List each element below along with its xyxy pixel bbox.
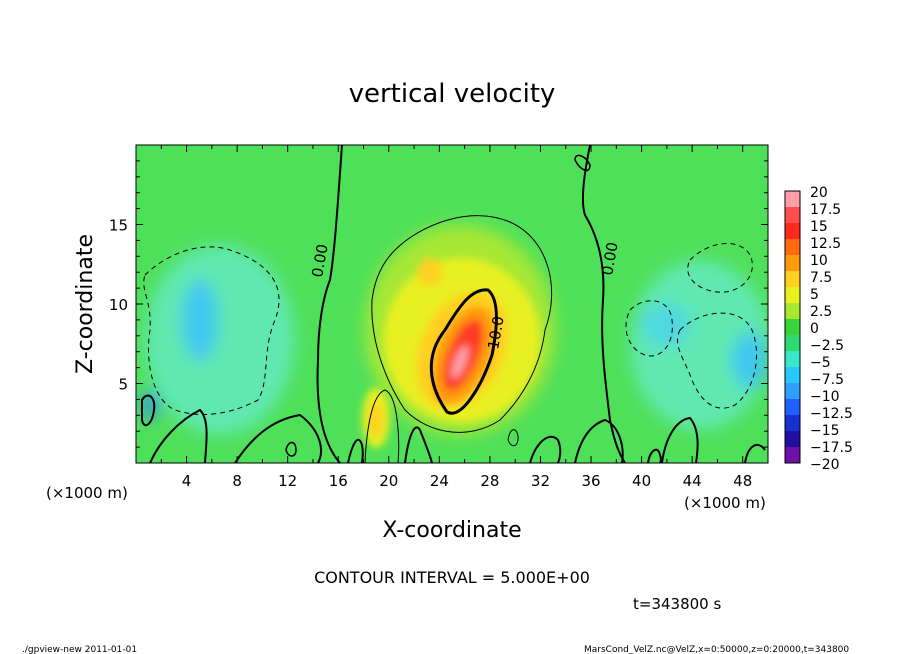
y-tick-label: 5 — [118, 376, 128, 394]
x-tick-label: 12 — [278, 472, 297, 490]
colorbar-swatch — [785, 255, 800, 272]
colorbar-swatch — [785, 191, 800, 208]
colorbar-level-label: −2.5 — [810, 338, 844, 354]
chart-title: vertical velocity — [349, 79, 556, 109]
colorbar-swatch — [785, 399, 800, 416]
colorbar-level-label: 17.5 — [810, 202, 841, 218]
heatmap-field — [136, 145, 768, 463]
x-tick-label: 16 — [329, 472, 348, 490]
footer-left: ./gpview-new 2011-01-01 — [22, 645, 137, 654]
colorbar-level-label: −20 — [810, 457, 840, 473]
x-tick-label: 8 — [232, 472, 242, 490]
colorbar-level-label: −15 — [810, 423, 840, 439]
y-tick-label: 10 — [109, 296, 128, 314]
contour-interval-text: CONTOUR INTERVAL = 5.000E+00 — [314, 568, 590, 587]
x-tick-label: 32 — [531, 472, 550, 490]
colorbar-swatch — [785, 223, 800, 240]
colorbar-level-label: −12.5 — [810, 406, 853, 422]
x-axis-label: X-coordinate — [382, 518, 521, 543]
colorbar-swatch — [785, 351, 800, 368]
colorbar-level-label: 10 — [810, 253, 828, 269]
x-tick-label: 28 — [480, 472, 499, 490]
colorbar-swatch — [785, 271, 800, 288]
colorbar-swatch — [785, 239, 800, 256]
colorbar-level-label: 12.5 — [810, 236, 841, 252]
colorbar-swatch — [785, 367, 800, 384]
colorbar-level-label: 2.5 — [810, 304, 832, 320]
colorbar-swatch — [785, 303, 800, 320]
colorbar-level-label: 5 — [810, 287, 819, 303]
contour-label-group: 0.00 0.00 10.0 — [308, 241, 622, 351]
colorbar-level-label: 0 — [810, 321, 819, 337]
x-axis-ticks: 4 8 12 16 20 24 28 32 36 40 44 48 — [160, 145, 752, 490]
x-tick-label: 36 — [581, 472, 600, 490]
x-tick-label: 48 — [733, 472, 752, 490]
contour-label-right: 0.00 — [598, 241, 622, 277]
x-unit-left: (×1000 m) — [46, 484, 128, 502]
contour-label-left: 0.00 — [308, 243, 332, 279]
time-label: t=343800 s — [633, 595, 721, 613]
colorbar-swatch — [785, 431, 800, 448]
x-tick-label: 20 — [379, 472, 398, 490]
colorbar-swatch — [785, 383, 800, 400]
colorbar-swatch — [785, 335, 800, 352]
y-tick-label: 15 — [109, 217, 128, 235]
y-axis-ticks: 5 10 15 — [109, 144, 768, 464]
footer-right: MarsCond_VelZ.nc@VelZ,x=0:50000,z=0:2000… — [584, 645, 849, 654]
x-tick-label: 44 — [683, 472, 702, 490]
y-axis-label: Z-coordinate — [73, 234, 98, 374]
colorbar-level-label: −5 — [810, 355, 831, 371]
contour-lines — [141, 145, 766, 463]
colorbar-level-label: −17.5 — [810, 440, 853, 456]
colorbar-level-label: 15 — [810, 219, 828, 235]
colorbar-swatch — [785, 447, 800, 464]
colorbar-level-label: −10 — [810, 389, 840, 405]
x-tick-label: 24 — [430, 472, 449, 490]
colorbar-level-label: 20 — [810, 185, 828, 201]
colorbar-level-label: −7.5 — [810, 372, 844, 388]
colorbar-frame — [784, 190, 801, 464]
x-unit-right: (×1000 m) — [684, 494, 766, 512]
colorbar-swatch — [785, 287, 800, 304]
x-tick-label: 40 — [632, 472, 651, 490]
colorbar: 2017.51512.5107.552.50−2.5−5−7.5−10−12.5… — [784, 185, 853, 473]
colorbar-swatch — [785, 207, 800, 224]
colorbar-level-label: 7.5 — [810, 270, 832, 286]
colorbar-swatch — [785, 415, 800, 432]
colorbar-swatch — [785, 319, 800, 336]
contour-label-center: 10.0 — [484, 315, 508, 351]
x-tick-label: 4 — [182, 472, 192, 490]
